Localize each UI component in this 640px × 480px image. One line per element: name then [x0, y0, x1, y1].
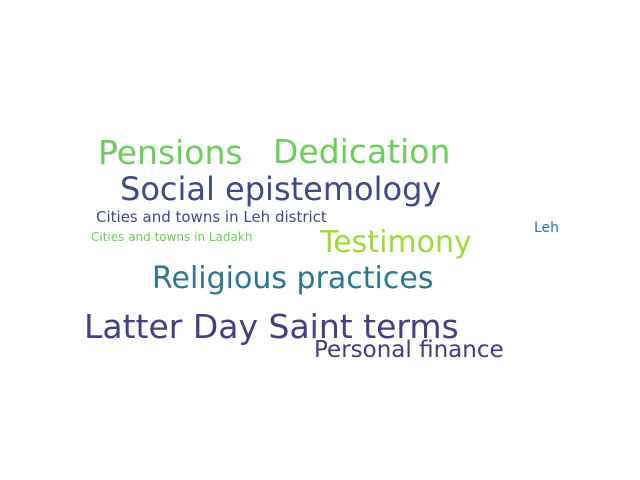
- word-dedication: Dedication: [273, 132, 451, 171]
- word-personal-finance: Personal finance: [314, 337, 504, 363]
- word-social-epistemology: Social epistemology: [120, 170, 442, 208]
- word-leh: Leh: [534, 220, 560, 236]
- word-pensions: Pensions: [98, 133, 243, 172]
- word-cities-towns-leh-district: Cities and towns in Leh district: [96, 208, 327, 226]
- word-latter-day-saint-terms: Latter Day Saint terms: [84, 307, 459, 346]
- word-religious-practices: Religious practices: [152, 261, 434, 296]
- word-testimony: Testimony: [320, 225, 472, 260]
- word-cities-towns-ladakh: Cities and towns in Ladakh: [91, 230, 253, 244]
